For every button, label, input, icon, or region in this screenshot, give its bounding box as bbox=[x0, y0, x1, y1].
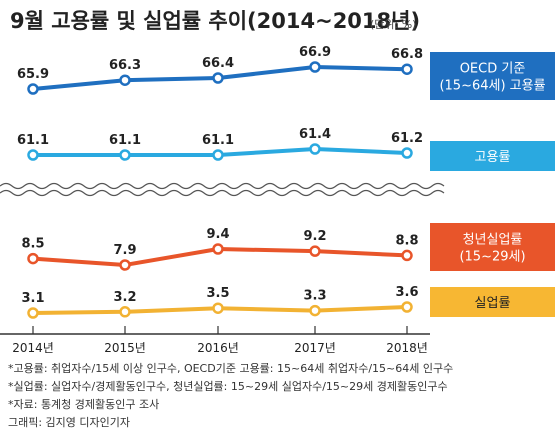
legend-swatch bbox=[430, 52, 555, 100]
footnote-source: *자료: 통계청 경제활동인구 조사 bbox=[8, 397, 159, 411]
data-label: 66.3 bbox=[109, 58, 141, 73]
data-label: 9.4 bbox=[206, 227, 229, 242]
footnote-graphic: 그래픽: 김지영 디자인기자 bbox=[8, 416, 130, 429]
data-label: 66.8 bbox=[391, 47, 423, 62]
series-1: 65.9 66.3 66.4 66.9 66.8 bbox=[17, 45, 423, 95]
data-point bbox=[27, 83, 39, 95]
x-tick-label: 2014년 bbox=[12, 341, 54, 355]
data-label: 61.1 bbox=[109, 133, 141, 148]
series-3: 8.5 7.9 9.4 9.2 8.8 bbox=[21, 227, 419, 271]
data-label: 7.9 bbox=[113, 243, 136, 258]
data-label: 9.2 bbox=[303, 229, 326, 244]
legend-item-1: OECD 기준 (15~64세) 고용률 bbox=[430, 52, 555, 100]
footnote-employment: *고용률: 취업자수/15세 이상 인구수, OECD기준 고용률: 15~64… bbox=[8, 362, 453, 375]
x-tick-label: 2015년 bbox=[104, 341, 146, 355]
data-label: 66.9 bbox=[299, 45, 331, 60]
data-point bbox=[212, 149, 224, 161]
x-tick-label: 2018년 bbox=[386, 341, 428, 355]
data-label: 65.9 bbox=[17, 67, 49, 82]
data-label: 66.4 bbox=[202, 56, 234, 71]
data-label: 3.6 bbox=[395, 285, 418, 300]
data-label: 8.8 bbox=[395, 233, 418, 248]
legend-label: 청년실업률 bbox=[463, 233, 523, 248]
data-label: 61.2 bbox=[391, 131, 423, 146]
data-point bbox=[27, 252, 39, 265]
data-point bbox=[119, 306, 131, 318]
data-label: 8.5 bbox=[21, 237, 44, 252]
series-2: 61.1 61.1 61.1 61.4 61.2 bbox=[17, 127, 423, 161]
data-label: 61.1 bbox=[17, 133, 49, 148]
x-tick-label: 2017년 bbox=[294, 341, 336, 355]
plot-area: 65.9 66.3 66.4 66.9 66.8 61.1 61.1 61.1 61.4 61.2… bbox=[17, 45, 423, 319]
data-point bbox=[401, 147, 413, 159]
data-point bbox=[27, 307, 39, 319]
data-point bbox=[212, 302, 224, 314]
legend-label: 실업률 bbox=[475, 296, 511, 311]
data-label: 61.1 bbox=[202, 133, 234, 148]
legend-swatch bbox=[430, 287, 555, 317]
data-point bbox=[401, 249, 413, 262]
data-point bbox=[309, 245, 321, 257]
data-point bbox=[309, 304, 321, 317]
data-label: 3.3 bbox=[303, 289, 326, 304]
data-point bbox=[212, 72, 224, 84]
data-point bbox=[401, 301, 413, 313]
data-point bbox=[27, 149, 39, 161]
unit-label: (단위: %) bbox=[370, 18, 416, 31]
legend-label: OECD 기준 bbox=[460, 62, 526, 77]
data-label: 3.5 bbox=[206, 286, 229, 301]
data-point bbox=[309, 143, 321, 155]
data-label: 61.4 bbox=[299, 127, 331, 142]
legend-item-4: 실업률 bbox=[430, 287, 555, 317]
data-point bbox=[119, 259, 131, 271]
footnotes: *고용률: 취업자수/15세 이상 인구수, OECD기준 고용률: 15~64… bbox=[8, 362, 453, 429]
x-tick-label: 2016년 bbox=[197, 341, 239, 355]
data-point bbox=[401, 63, 413, 75]
data-label: 3.2 bbox=[113, 290, 136, 305]
data-label: 3.1 bbox=[21, 291, 44, 306]
legend-label: (15~29세) bbox=[459, 250, 525, 265]
legend-item-2: 고용률 bbox=[430, 141, 555, 171]
data-point bbox=[212, 243, 224, 255]
axis-break bbox=[0, 182, 445, 197]
chart-title: 9월 고용률 및 실업률 추이(2014~2018년) bbox=[10, 9, 420, 33]
data-point bbox=[309, 61, 321, 73]
series-4: 3.1 3.2 3.5 3.3 3.6 bbox=[21, 285, 419, 319]
legend-item-3: 청년실업률 (15~29세) bbox=[430, 223, 555, 271]
data-point bbox=[119, 74, 131, 86]
legend-swatch bbox=[430, 141, 555, 171]
legend-label: 고용률 bbox=[475, 150, 511, 165]
legend-swatch bbox=[430, 223, 555, 271]
x-axis: 2014년 2015년 2016년 2017년 2018년 bbox=[0, 326, 430, 355]
footnote-unemployment: *실업률: 실업자수/경제활동인구수, 청년실업률: 15~29세 실업자수/1… bbox=[8, 379, 448, 393]
data-point bbox=[119, 149, 131, 161]
legend-label: (15~64세) 고용률 bbox=[439, 79, 545, 94]
